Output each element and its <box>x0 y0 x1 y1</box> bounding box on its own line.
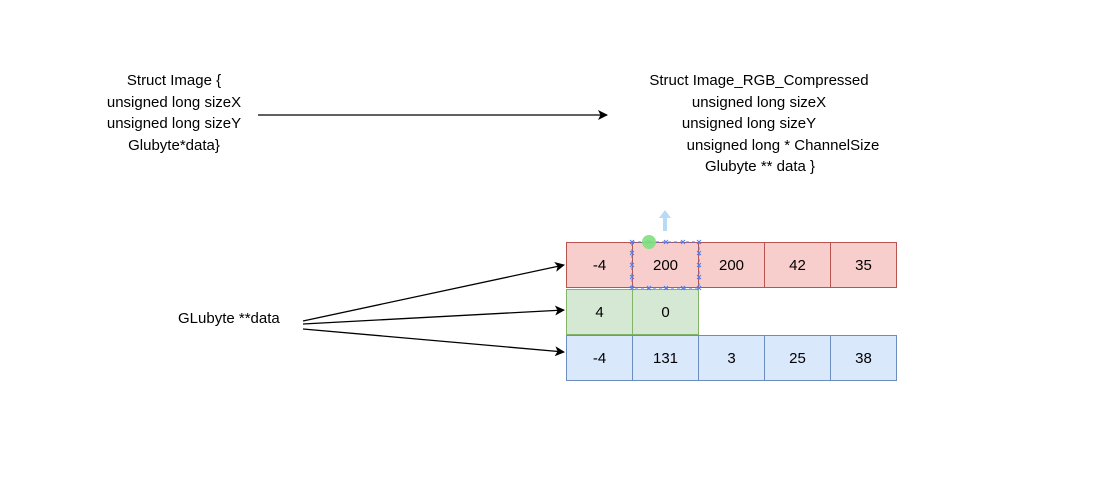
struct-rgb-line-4: unsigned long * ChannelSize <box>686 136 880 154</box>
pointer-arrow-red-row[interactable] <box>302 261 565 322</box>
struct-image-text[interactable]: Struct Image { unsigned long sizeX unsig… <box>60 70 288 156</box>
struct-rgb-line-1: Struct Image_RGB_Compressed <box>649 72 869 89</box>
struct-image-line-3: unsigned long sizeY <box>106 115 242 132</box>
blue-cell-5[interactable]: 38 <box>830 335 897 381</box>
green-cell-2[interactable]: 0 <box>632 289 699 335</box>
move-up-handle-icon[interactable] <box>659 210 671 231</box>
red-cell-1[interactable]: -4 <box>566 242 633 288</box>
red-cell-3[interactable]: 200 <box>698 242 765 288</box>
pointer-arrow-blue-row[interactable] <box>302 328 565 357</box>
struct-rgb-line-5: Glubyte ** data } <box>704 158 816 175</box>
blue-cell-3[interactable]: 3 <box>698 335 765 381</box>
red-cell-4[interactable]: 42 <box>764 242 831 288</box>
blue-cell-2[interactable]: 131 <box>632 335 699 381</box>
struct-rgb-compressed-text[interactable]: Struct Image_RGB_Compressed unsigned lon… <box>600 70 920 178</box>
green-cell-1[interactable]: 4 <box>566 289 633 335</box>
pointer-label[interactable]: GLubyte **data <box>178 310 280 327</box>
pointer-arrow-green-row[interactable] <box>302 305 565 325</box>
blue-cell-4[interactable]: 25 <box>764 335 831 381</box>
struct-image-line-4: Glubyte*data} <box>128 136 220 154</box>
struct-image-line-1: Struct Image { <box>126 72 222 89</box>
red-cell-2-selected[interactable]: 200 <box>632 242 699 288</box>
red-channel-row: -4 200 200 42 35 <box>566 242 897 288</box>
struct-rgb-line-3: unsigned long sizeY <box>681 115 817 132</box>
green-channel-row: 4 0 <box>566 289 699 335</box>
blue-cell-1[interactable]: -4 <box>566 335 633 381</box>
struct-rgb-line-2: unsigned long sizeX <box>691 93 827 111</box>
red-cell-5[interactable]: 35 <box>830 242 897 288</box>
blue-channel-row: -4 131 3 25 38 <box>566 335 897 381</box>
struct-image-line-2: unsigned long sizeX <box>106 93 242 111</box>
